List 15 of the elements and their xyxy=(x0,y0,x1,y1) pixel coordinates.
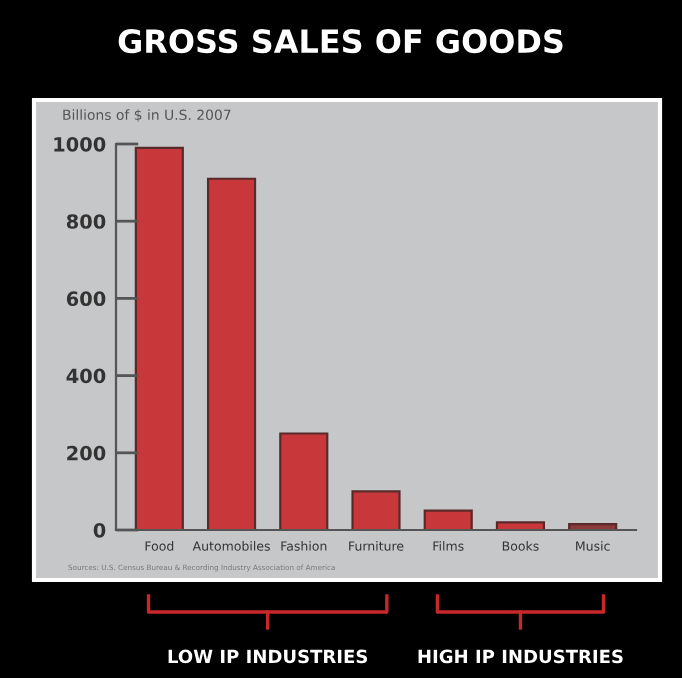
y-tick-label: 200 xyxy=(67,445,106,461)
bar xyxy=(495,521,546,530)
chart-title: GROSS SALES OF GOODS xyxy=(118,29,563,54)
y-tick-label: 0 xyxy=(93,522,106,538)
bar xyxy=(423,509,473,530)
y-tick-label: 800 xyxy=(66,214,106,229)
bar xyxy=(279,432,329,530)
text: HIGH IP INDUSTRIES xyxy=(418,649,623,664)
bar xyxy=(206,177,257,530)
text: LOW IP INDUSTRIES xyxy=(168,649,368,664)
y-tick-label: 1000 xyxy=(54,136,106,152)
y-tick-label: 400 xyxy=(66,368,106,384)
y-tick-label: 600 xyxy=(66,291,106,307)
bar xyxy=(134,146,184,530)
bar xyxy=(351,490,401,530)
